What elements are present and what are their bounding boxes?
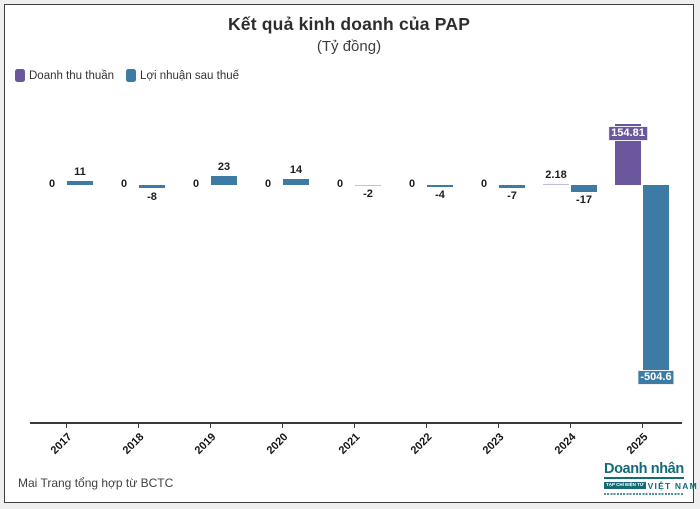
chart-title: Kết quả kinh doanh của PAP bbox=[227, 14, 471, 34]
legend-item-profit: Lợi nhuận sau thuế bbox=[126, 69, 239, 82]
x-axis-tick-2021 bbox=[354, 423, 356, 428]
x-axis-tick-2024 bbox=[570, 423, 572, 428]
legend-swatch-profit-icon bbox=[126, 69, 137, 82]
plot-area: 2017 0 11 2018 0 -8 2019 0 23 2020 0 14 2021 0 -2 2022 0… bbox=[5, 5, 693, 502]
zero-label-revenue-2023: 0 bbox=[480, 178, 488, 190]
x-axis-label-2019: 2019 bbox=[192, 431, 219, 457]
x-axis-tick-2017 bbox=[66, 423, 68, 428]
x-axis-tick-2025 bbox=[642, 423, 644, 428]
zero-label-revenue-2022: 0 bbox=[408, 178, 416, 190]
value-label-profit-2021: -2 bbox=[363, 188, 373, 201]
doanhnhan-vietnam-logo: Doanh nhân TẠP CHÍ ĐIỆN TỬ VIỆT NAM bbox=[604, 461, 697, 495]
bar-profit-2018 bbox=[139, 185, 165, 189]
x-axis-tick-2023 bbox=[498, 423, 500, 428]
value-label-profit-2025: -504.6 bbox=[637, 369, 675, 385]
x-axis-label-2017: 2017 bbox=[48, 431, 75, 457]
bar-revenue-2024 bbox=[543, 184, 569, 185]
value-label-revenue-2025: 154.81 bbox=[608, 126, 648, 142]
x-axis-label-2023: 2023 bbox=[480, 431, 507, 457]
bar-profit-2020 bbox=[283, 179, 309, 185]
x-axis-label-2022: 2022 bbox=[408, 431, 435, 457]
logo-wordmark: Doanh nhân bbox=[604, 461, 684, 479]
value-label-profit-2023: -7 bbox=[507, 190, 517, 203]
logo-tagline-strip bbox=[604, 492, 684, 495]
x-axis-label-2020: 2020 bbox=[264, 431, 291, 457]
zero-label-revenue-2020: 0 bbox=[264, 178, 272, 190]
x-axis-label-2018: 2018 bbox=[120, 431, 147, 457]
zero-label-revenue-2017: 0 bbox=[48, 178, 56, 190]
chart-card: Kết quả kinh doanh của PAP (Tỷ đồng) Doa… bbox=[4, 4, 697, 503]
bar-profit-2022 bbox=[427, 185, 453, 187]
logo-badge: TẠP CHÍ ĐIỆN TỬ bbox=[604, 481, 646, 490]
bar-profit-2024 bbox=[571, 185, 597, 192]
x-axis-tick-2022 bbox=[426, 423, 428, 428]
legend-label-revenue: Doanh thu thuần bbox=[29, 69, 115, 82]
bar-profit-2023 bbox=[499, 185, 525, 188]
zero-label-revenue-2021: 0 bbox=[336, 178, 344, 190]
x-axis-tick-2018 bbox=[138, 423, 140, 428]
bar-profit-2019 bbox=[211, 175, 237, 185]
value-label-profit-2020: 14 bbox=[289, 164, 303, 177]
legend-label-profit: Lợi nhuận sau thuế bbox=[140, 69, 240, 82]
bar-profit-2025 bbox=[643, 185, 669, 386]
bar-profit-2017 bbox=[67, 180, 93, 185]
value-label-revenue-2024: 2.18 bbox=[545, 169, 567, 182]
value-label-profit-2017: 11 bbox=[74, 165, 86, 178]
value-label-profit-2019: 23 bbox=[217, 160, 231, 173]
x-axis-tick-2019 bbox=[210, 423, 212, 428]
bar-profit-2021 bbox=[355, 185, 381, 186]
x-axis-label-2021: 2021 bbox=[336, 431, 363, 457]
chart-subtitle: (Tỷ đồng) bbox=[316, 38, 382, 55]
legend-item-revenue: Doanh thu thuần bbox=[15, 69, 114, 82]
source-credit: Mai Trang tổng hợp từ BCTC bbox=[18, 476, 174, 490]
chart-legend: Doanh thu thuần Lợi nhuận sau thuế bbox=[15, 69, 239, 82]
value-label-profit-2022: -4 bbox=[435, 189, 445, 202]
logo-second-row: TẠP CHÍ ĐIỆN TỬ VIỆT NAM bbox=[604, 481, 697, 491]
x-axis-label-2024: 2024 bbox=[552, 431, 579, 457]
value-label-profit-2024: -17 bbox=[576, 194, 592, 207]
value-label-profit-2018: -8 bbox=[147, 190, 157, 203]
chart-header: Kết quả kinh doanh của PAP (Tỷ đồng) bbox=[5, 14, 693, 55]
legend-swatch-revenue-icon bbox=[15, 69, 25, 82]
zero-label-revenue-2018: 0 bbox=[120, 178, 128, 190]
x-axis-tick-2020 bbox=[282, 423, 284, 428]
zero-label-revenue-2019: 0 bbox=[192, 178, 200, 190]
x-axis-line bbox=[30, 422, 682, 424]
logo-vietnam-text: VIỆT NAM bbox=[647, 480, 698, 491]
